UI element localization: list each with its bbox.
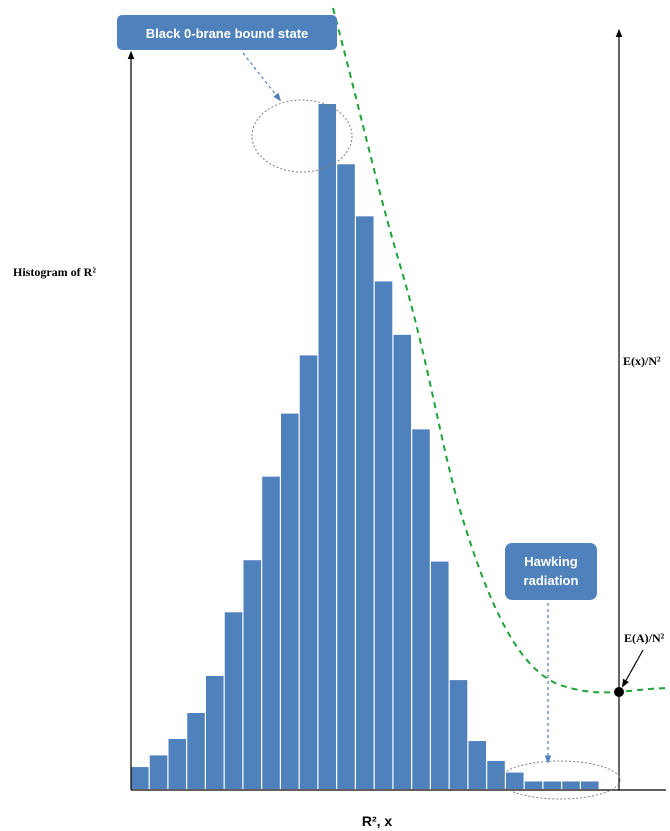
histogram-bar: [224, 612, 243, 789]
hawking-label-line1: Hawking: [524, 554, 578, 569]
histogram-bar: [356, 216, 374, 790]
right-y-axis-label-mid: E(A)/N²: [624, 631, 665, 645]
histogram-bar: [149, 755, 168, 789]
hawking-callout: [505, 543, 597, 600]
histogram-bar: [506, 772, 524, 789]
histogram-bar: [206, 675, 224, 789]
black-brane-label: Black 0-brane bound state: [146, 26, 309, 41]
left-y-axis-label: Histogram of R²: [13, 265, 96, 279]
histogram-bar: [262, 476, 280, 789]
histogram-bar: [487, 760, 505, 789]
black-brane-arrow: [242, 52, 282, 102]
potential-curve: [332, 7, 670, 694]
histogram-bar: [431, 561, 449, 789]
histogram-bar: [299, 355, 318, 789]
black-brane-callout: [117, 15, 337, 50]
x-axis-label: R², x: [362, 813, 393, 829]
histogram-bar: [243, 560, 262, 789]
histogram-bar: [187, 712, 205, 789]
histogram-bar: [318, 104, 337, 789]
histogram-bar: [168, 739, 187, 789]
histogram-bar: [524, 781, 543, 790]
peak-ellipse: [251, 99, 353, 173]
histogram-bar: [449, 680, 468, 789]
energy-point-marker: [614, 687, 624, 697]
histogram-bar: [374, 281, 393, 789]
histogram-bar: [131, 767, 149, 789]
energy-point-arrow: [621, 649, 644, 688]
right-y-axis-label-top: E(x)/N²: [623, 354, 661, 368]
histogram-bar: [543, 781, 562, 790]
hawking-label-line2: radiation: [524, 573, 579, 588]
histogram-bar: [281, 413, 299, 789]
histogram-bar: [393, 334, 412, 789]
histogram-bar: [581, 781, 599, 790]
histogram-bar: [562, 781, 580, 790]
histogram-bar: [337, 164, 355, 789]
histogram-bar: [468, 741, 487, 789]
tail-ellipse: [499, 760, 621, 800]
bars-group: [131, 104, 599, 790]
histogram-bar: [412, 429, 430, 790]
